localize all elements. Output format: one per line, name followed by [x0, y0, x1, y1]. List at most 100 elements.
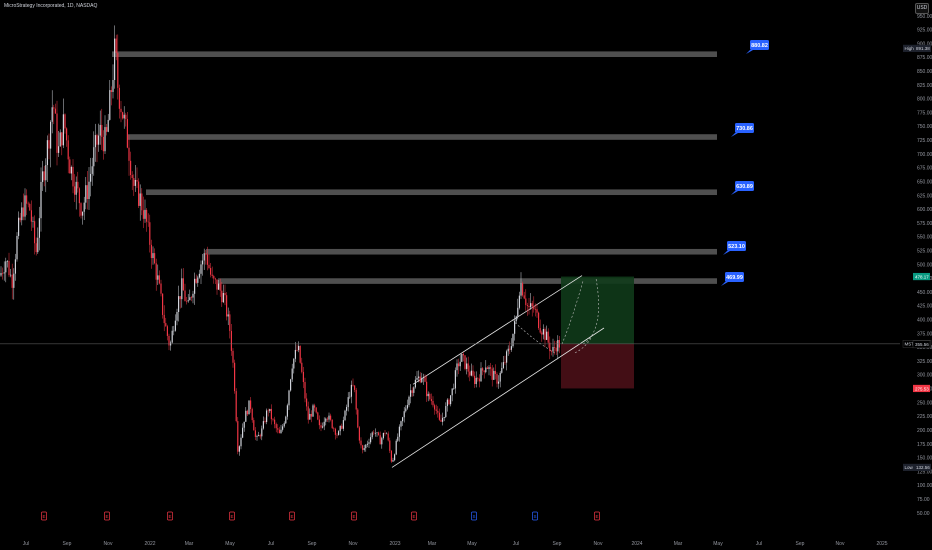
candle-body [40, 181, 42, 219]
candle-body [342, 420, 344, 429]
time-tick: Nov [349, 541, 358, 547]
candle-body [418, 376, 420, 378]
price-tick: 350.00 [917, 345, 932, 351]
price-label-tag: MSTR [905, 342, 918, 347]
event-marker-icon [411, 511, 417, 521]
candle-body [462, 354, 464, 356]
candle-body [200, 264, 202, 274]
projection-path [582, 278, 599, 345]
candle-body [227, 314, 229, 317]
candlestick-series [0, 25, 560, 463]
projection-path [511, 319, 556, 354]
time-tick: Jul [513, 541, 519, 547]
candle-body [262, 421, 264, 429]
ascending-channel[interactable] [391, 275, 605, 468]
price-tick: 525.00 [917, 248, 932, 254]
candle-body [70, 166, 72, 174]
candle-body [61, 132, 63, 146]
candle-body [387, 433, 389, 441]
candle-body [406, 405, 408, 409]
candle-body [37, 237, 39, 253]
candle-body [45, 165, 47, 181]
price-tick: 950.00 [917, 14, 932, 20]
price-tick: 775.00 [917, 110, 932, 116]
candle-body [142, 210, 144, 219]
candle-body [483, 370, 485, 373]
candle-body [552, 347, 554, 352]
candle-body [18, 217, 20, 236]
price-tick: 800.00 [917, 97, 932, 103]
candle-body [389, 440, 391, 451]
candle-body [162, 293, 164, 315]
candle-body [19, 217, 21, 221]
candle-body [179, 296, 181, 300]
candle-body [275, 424, 277, 429]
candle-body [434, 405, 436, 410]
price-tick: 225.00 [917, 414, 932, 420]
candle-body [306, 398, 308, 407]
candle-body [539, 328, 541, 333]
candle-body [221, 290, 223, 303]
candle-body [141, 193, 143, 211]
time-tick: 2025 [876, 541, 887, 547]
candle-body [459, 361, 461, 367]
candle-body [256, 436, 258, 437]
candle-body [130, 160, 132, 175]
price-tick: 200.00 [917, 428, 932, 434]
currency-button[interactable]: USD [915, 3, 929, 14]
candle-body [269, 408, 271, 412]
candle-body [67, 140, 69, 160]
time-axis[interactable]: Jul Sep Nov 2022 Mar May Jul Sep Nov 2023 Mar May Ju… [23, 541, 888, 547]
candle-body [410, 390, 412, 397]
callout-box [750, 40, 769, 50]
candle-body [472, 370, 474, 376]
candle-body [370, 437, 372, 443]
candle-body [450, 395, 452, 405]
time-tick: Nov [836, 541, 845, 547]
candle-body [186, 300, 188, 302]
candle-body [234, 362, 236, 392]
candle-body [80, 203, 82, 216]
candle-body [453, 388, 455, 389]
price-tick: 575.00 [917, 221, 932, 227]
candle-body [309, 413, 311, 420]
candle-body [53, 107, 55, 109]
candle-body [213, 276, 215, 279]
candle-body [526, 305, 528, 306]
candle-body [344, 410, 346, 421]
stop-zone [561, 343, 634, 389]
candle-body [366, 443, 368, 445]
candle-body [504, 362, 506, 363]
candle-body [299, 345, 301, 363]
candle-body [158, 275, 160, 284]
price-tick: 100.00 [917, 483, 932, 489]
candle-body [354, 385, 356, 390]
candle-body [246, 410, 248, 415]
candle-body [210, 268, 212, 275]
price-tick: 550.00 [917, 235, 932, 241]
candle-body [554, 347, 556, 348]
candle-body [352, 384, 354, 386]
candle-body [499, 372, 501, 382]
candle-body [502, 362, 504, 368]
candle-body [422, 377, 424, 379]
candle-body [296, 349, 298, 351]
candle-body [126, 119, 128, 148]
candle-body [331, 419, 333, 429]
candle-body [403, 411, 405, 418]
candle-body [99, 124, 101, 136]
candle-body [258, 435, 260, 437]
price-axis[interactable]: 950.00 925.00 900.00 875.00 850.00 825.00 800.… [917, 14, 932, 517]
candle-body [21, 207, 23, 221]
candle-body [163, 314, 165, 324]
candle-body [440, 419, 442, 422]
candle-body [155, 263, 157, 280]
candle-body [122, 112, 124, 119]
candle-body [136, 179, 138, 182]
candle-body [250, 400, 252, 410]
candle-body [454, 370, 456, 389]
event-marker-label: S [472, 514, 475, 519]
time-tick: May [225, 541, 235, 547]
